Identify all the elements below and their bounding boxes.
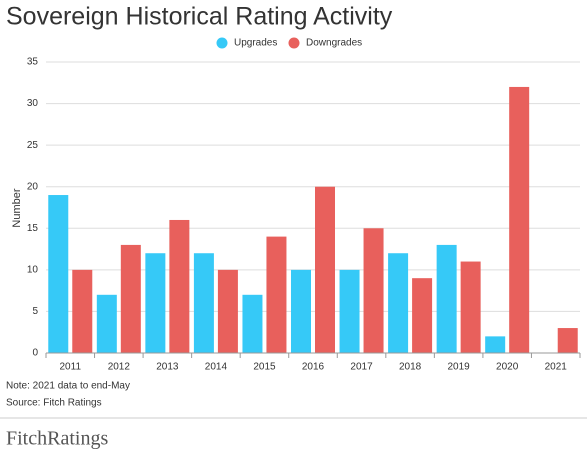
bar: [169, 219, 190, 353]
y-tick-label: 15: [27, 223, 39, 234]
note: Note: 2021 data to end-May: [6, 381, 130, 392]
y-tick-label: 0: [32, 348, 38, 359]
bar: [291, 269, 311, 353]
y-axis-label: Number: [11, 188, 23, 227]
bar: [120, 244, 141, 353]
y-tick-label: 35: [27, 57, 39, 68]
legend-label: Downgrades: [306, 38, 362, 49]
x-tick-label: 2011: [60, 362, 82, 373]
bar: [388, 253, 409, 353]
bar: [193, 253, 214, 353]
x-tick-label: 2021: [545, 362, 568, 373]
bar: [72, 269, 93, 353]
bar: [557, 328, 578, 353]
source: Source: Fitch Ratings: [6, 398, 102, 409]
x-tick-label: 2013: [156, 362, 179, 373]
x-tick-label: 2017: [350, 362, 373, 373]
y-tick-label: 20: [27, 181, 39, 192]
bar: [339, 269, 360, 353]
bar: [266, 236, 287, 353]
bar: [315, 186, 335, 353]
brand-logo: FitchRatings: [6, 428, 108, 450]
y-tick-label: 30: [27, 98, 39, 109]
y-tick-label: 10: [27, 264, 39, 275]
bar: [96, 294, 117, 353]
bar: [48, 195, 69, 353]
bar: [145, 253, 166, 353]
legend-swatch: [216, 37, 228, 49]
x-tick-label: 2012: [108, 362, 131, 373]
bar: [436, 244, 457, 353]
y-tick-label: 5: [32, 306, 38, 317]
legend-swatch: [288, 37, 300, 49]
y-tick-label: 25: [27, 140, 39, 151]
bar: [509, 86, 530, 353]
bar: [460, 261, 481, 353]
x-tick-label: 2016: [302, 362, 325, 373]
chart-title: Sovereign Historical Rating Activity: [6, 3, 393, 31]
bar: [412, 278, 433, 353]
bar: [217, 269, 238, 353]
x-tick-label: 2018: [399, 362, 422, 373]
x-tick-label: 2014: [205, 362, 228, 373]
bar: [363, 228, 384, 353]
x-tick-label: 2015: [253, 362, 276, 373]
x-tick-label: 2019: [448, 362, 471, 373]
legend-label: Upgrades: [234, 38, 277, 49]
x-tick-label: 2020: [496, 362, 519, 373]
bar: [242, 294, 263, 353]
bar: [485, 336, 506, 353]
